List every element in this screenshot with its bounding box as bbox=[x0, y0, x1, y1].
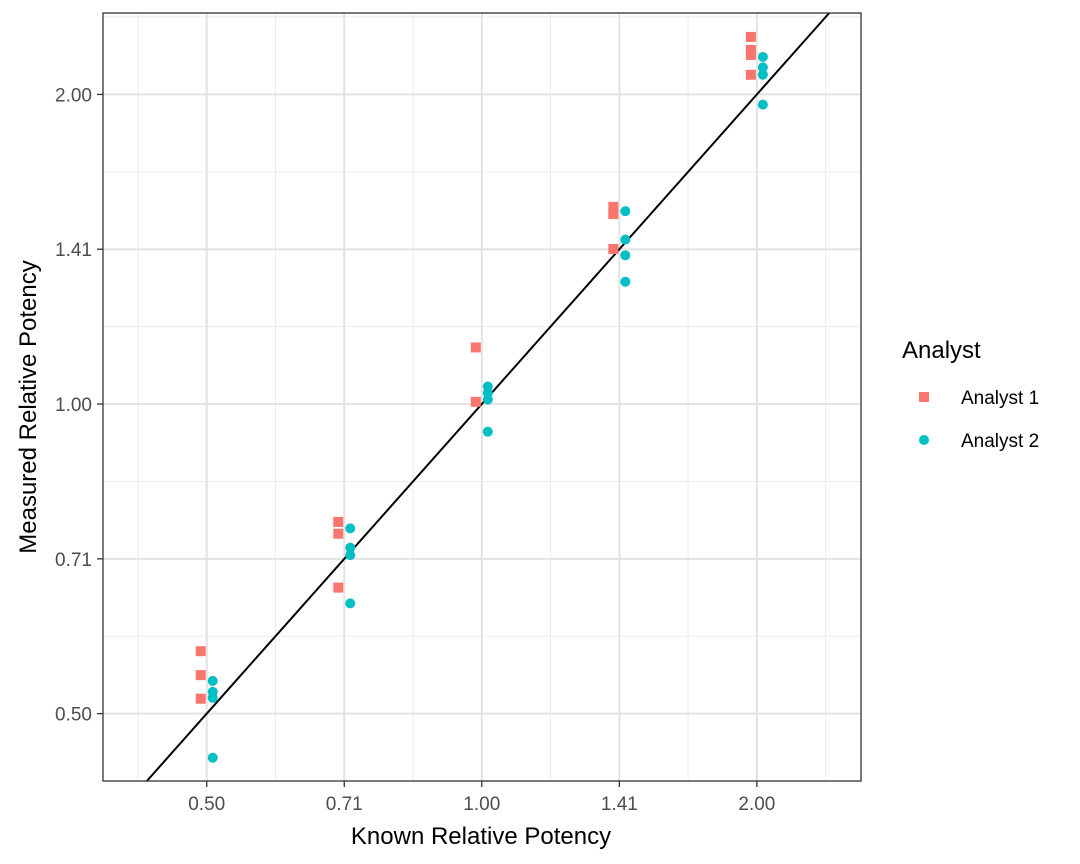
data-point-analyst-1 bbox=[195, 670, 206, 681]
data-points bbox=[195, 31, 768, 763]
legend-key-square bbox=[919, 392, 929, 402]
data-point-analyst-2 bbox=[207, 675, 218, 686]
data-point-analyst-2 bbox=[757, 69, 768, 80]
x-axis: 0.50 0.71 1.00 1.41 2.00 bbox=[188, 781, 775, 815]
y-tick-label: 2.00 bbox=[55, 85, 92, 106]
data-point-analyst-2 bbox=[345, 598, 356, 609]
data-point-analyst-1 bbox=[195, 646, 206, 657]
data-point-analyst-2 bbox=[757, 99, 768, 110]
data-point-analyst-2 bbox=[620, 250, 631, 261]
data-point-analyst-2 bbox=[620, 234, 631, 245]
data-point-analyst-1 bbox=[470, 396, 481, 407]
data-point-analyst-2 bbox=[757, 51, 768, 62]
x-tick-label: 0.50 bbox=[188, 794, 225, 815]
data-point-analyst-1 bbox=[195, 693, 206, 704]
y-axis: 0.50 0.71 1.00 1.41 2.00 bbox=[55, 85, 103, 726]
x-tick-label: 1.00 bbox=[463, 794, 500, 815]
data-point-analyst-1 bbox=[470, 342, 481, 353]
y-axis-title: Measured Relative Potency bbox=[15, 260, 42, 553]
data-point-analyst-2 bbox=[482, 426, 493, 437]
data-point-analyst-1 bbox=[333, 582, 344, 593]
data-point-analyst-1 bbox=[333, 516, 344, 527]
data-point-analyst-1 bbox=[608, 243, 619, 254]
data-point-analyst-2 bbox=[345, 523, 356, 534]
legend-label: Analyst 2 bbox=[961, 431, 1039, 452]
data-point-analyst-1 bbox=[333, 528, 344, 539]
data-point-analyst-2 bbox=[345, 542, 356, 553]
y-tick-label: 0.71 bbox=[55, 550, 92, 571]
legend: Analyst Analyst 1 Analyst 2 bbox=[902, 337, 1039, 452]
data-point-analyst-2 bbox=[620, 206, 631, 217]
x-axis-title: Known Relative Potency bbox=[351, 823, 611, 850]
x-tick-label: 1.41 bbox=[601, 794, 638, 815]
data-point-analyst-1 bbox=[608, 209, 619, 220]
y-tick-label: 0.50 bbox=[55, 705, 92, 726]
data-point-analyst-1 bbox=[745, 69, 756, 80]
plot-panel bbox=[102, 12, 862, 782]
data-point-analyst-2 bbox=[345, 550, 356, 561]
data-point-analyst-1 bbox=[745, 44, 756, 55]
data-point-analyst-2 bbox=[207, 692, 218, 703]
data-point-analyst-2 bbox=[757, 62, 768, 73]
data-point-analyst-2 bbox=[620, 276, 631, 287]
legend-key-circle bbox=[919, 435, 929, 445]
major-gridlines bbox=[103, 13, 861, 781]
legend-items: Analyst 1 Analyst 2 bbox=[919, 388, 1039, 452]
x-tick-label: 0.71 bbox=[326, 794, 363, 815]
data-point-analyst-1 bbox=[745, 49, 756, 60]
legend-title: Analyst bbox=[902, 337, 981, 364]
data-point-analyst-2 bbox=[482, 394, 493, 405]
data-point-analyst-2 bbox=[207, 752, 218, 763]
y-tick-label: 1.41 bbox=[55, 240, 92, 261]
y-tick-label: 1.00 bbox=[55, 395, 92, 416]
legend-label: Analyst 1 bbox=[961, 388, 1039, 409]
data-point-analyst-1 bbox=[745, 31, 756, 42]
x-tick-label: 2.00 bbox=[738, 794, 775, 815]
data-point-analyst-1 bbox=[608, 201, 619, 212]
